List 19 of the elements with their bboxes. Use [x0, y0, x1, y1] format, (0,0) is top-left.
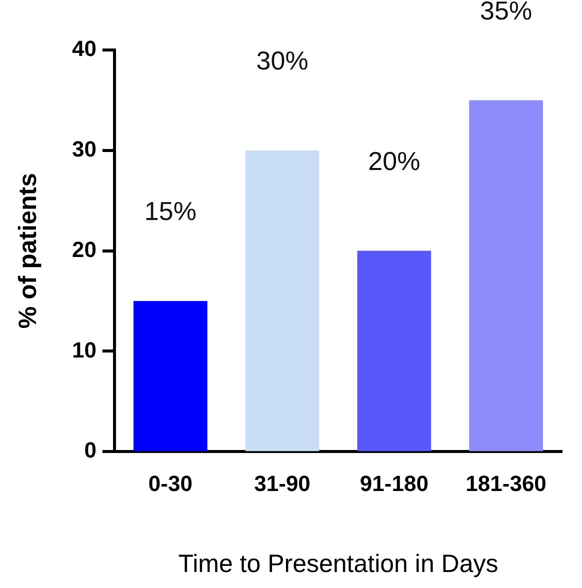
y-tick-label: 0 [84, 438, 96, 463]
y-tick-label: 30 [72, 136, 96, 162]
x-tick-label: 31-90 [254, 470, 310, 496]
x-tick-label: 0-30 [148, 470, 192, 496]
bar [245, 150, 320, 452]
y-tick-label: 40 [72, 36, 96, 62]
y-tick-label: 20 [72, 236, 96, 262]
bar [469, 100, 543, 452]
y-tick-label: 10 [72, 337, 96, 362]
bar [133, 301, 208, 452]
y-axis-title: % of patients [14, 173, 42, 329]
data-label: 30% [256, 46, 308, 76]
x-tick-label: 181-360 [466, 470, 546, 496]
data-label: 15% [144, 196, 196, 226]
x-tick-label: 91-180 [360, 470, 428, 496]
x-axis-title: Time to Presentation in Days [178, 550, 498, 578]
bar [357, 250, 432, 452]
data-label: 20% [368, 146, 420, 176]
data-label: 35% [480, 0, 532, 26]
